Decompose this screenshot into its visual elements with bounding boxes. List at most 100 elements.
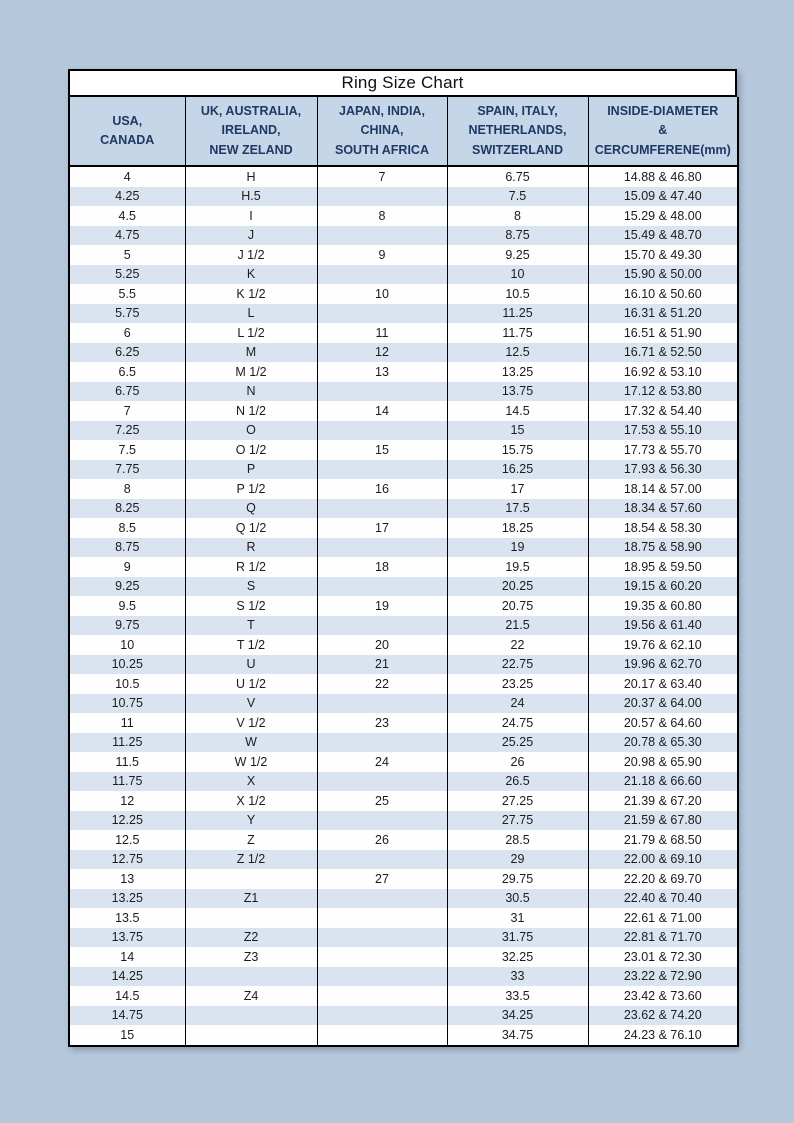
table-cell: R 1/2 (184, 557, 317, 577)
table-cell: Q (184, 498, 317, 518)
table-cell: 24 (316, 752, 447, 772)
table-row: 14.75 34.25 23.62 & 74.20 (69, 1005, 738, 1025)
table-cell: 18.95 & 59.50 (587, 557, 738, 577)
table-cell: O 1/2 (184, 440, 317, 460)
table-cell (184, 908, 317, 928)
table-cell: 14.25 (69, 966, 185, 986)
column-header-japan-india-china-south-africa: JAPAN, INDIA, CHINA, SOUTH AFRICA (316, 97, 447, 167)
table-cell: 7.5 (446, 186, 588, 206)
table-cell: 6.75 (446, 166, 588, 187)
table-cell: 13.25 (69, 888, 185, 908)
table-cell: 17.12 & 53.80 (587, 381, 738, 401)
table-cell (184, 966, 317, 986)
table-cell: 5.75 (69, 303, 185, 323)
table-cell (184, 869, 317, 889)
table-cell: M 1/2 (184, 362, 317, 382)
table-cell: 4 (69, 166, 185, 187)
table-cell: 19.96 & 62.70 (587, 654, 738, 674)
table-cell: N 1/2 (184, 401, 317, 421)
table-cell: 11 (316, 323, 447, 343)
table-row: 10.75 V 24 20.37 & 64.00 (69, 693, 738, 713)
table-row: 10.25 U 21 22.75 19.96 & 62.70 (69, 654, 738, 674)
table-cell: 16.25 (446, 459, 588, 479)
table-cell: 12.75 (69, 849, 185, 869)
table-cell: 15.29 & 48.00 (587, 206, 738, 226)
table-row: 8.25 Q 17.5 18.34 & 57.60 (69, 498, 738, 518)
table-cell: 13.75 (446, 381, 588, 401)
table-cell (316, 771, 447, 791)
table-cell: 11.75 (69, 771, 185, 791)
table-row: 7.75 P 16.25 17.93 & 56.30 (69, 459, 738, 479)
table-cell (316, 732, 447, 752)
table-cell: 20.75 (446, 596, 588, 616)
table-cell: 11.25 (446, 303, 588, 323)
table-row: 12.5 Z 26 28.5 21.79 & 68.50 (69, 830, 738, 850)
table-cell: 16.92 & 53.10 (587, 362, 738, 382)
table-cell (316, 810, 447, 830)
table-cell: 18.34 & 57.60 (587, 498, 738, 518)
table-cell: 9.25 (446, 245, 588, 265)
table-cell: 15 (316, 440, 447, 460)
table-cell: 10.5 (446, 284, 588, 304)
table-cell: 8 (69, 479, 185, 499)
table-cell (316, 693, 447, 713)
table-cell: 10.5 (69, 674, 185, 694)
table-cell: 4.75 (69, 225, 185, 245)
table-cell (316, 986, 447, 1006)
table-cell: 32.25 (446, 947, 588, 967)
table-cell: 4.5 (69, 206, 185, 226)
table-cell: 17.5 (446, 498, 588, 518)
table-cell (316, 186, 447, 206)
table-cell: 10 (316, 284, 447, 304)
table-row: 11.5 W 1/2 24 26 20.98 & 65.90 (69, 752, 738, 772)
table-cell: 18.14 & 57.00 (587, 479, 738, 499)
table-cell: 17.93 & 56.30 (587, 459, 738, 479)
table-cell: 10 (446, 264, 588, 284)
table-cell: 13.75 (69, 927, 185, 947)
table-cell (316, 615, 447, 635)
table-cell: K (184, 264, 317, 284)
table-row: 6.75 N 13.75 17.12 & 53.80 (69, 381, 738, 401)
table-row: 4.75 J 8.75 15.49 & 48.70 (69, 225, 738, 245)
table-cell (184, 1005, 317, 1025)
table-cell: 19.56 & 61.40 (587, 615, 738, 635)
table-cell (316, 927, 447, 947)
table-cell: 20.57 & 64.60 (587, 713, 738, 733)
table-cell (316, 303, 447, 323)
table-cell: 19 (446, 537, 588, 557)
table-cell: 18.25 (446, 518, 588, 538)
table-cell: 33 (446, 966, 588, 986)
table-cell: Z 1/2 (184, 849, 317, 869)
table-cell: 15 (446, 420, 588, 440)
table-cell: 15 (69, 1025, 185, 1046)
table-cell: Z (184, 830, 317, 850)
table-cell: 23.42 & 73.60 (587, 986, 738, 1006)
table-cell: 33.5 (446, 986, 588, 1006)
table-cell: 34.25 (446, 1005, 588, 1025)
table-cell: 20 (316, 635, 447, 655)
table-cell: 8 (446, 206, 588, 226)
table-cell: Y (184, 810, 317, 830)
table-cell: 9.25 (69, 576, 185, 596)
table-cell: J 1/2 (184, 245, 317, 265)
table-cell: 20.78 & 65.30 (587, 732, 738, 752)
table-body: 4 H 7 6.75 14.88 & 46.80 4.25 H.5 7.5 15.09 & 47… (69, 166, 738, 1046)
column-header-spain-italy-netherlands-switzerland: SPAIN, ITALY, NETHERLANDS, SWITZERLAND (446, 97, 588, 167)
table-cell: 24.23 & 76.10 (587, 1025, 738, 1046)
table-cell: X 1/2 (184, 791, 317, 811)
table-cell (316, 888, 447, 908)
table-cell: 6.25 (69, 342, 185, 362)
table-cell: S (184, 576, 317, 596)
table-cell: 24.75 (446, 713, 588, 733)
table-row: 7.25 O 15 17.53 & 55.10 (69, 420, 738, 440)
table-cell: 24 (446, 693, 588, 713)
table-cell: 25 (316, 791, 447, 811)
table-cell: 23.25 (446, 674, 588, 694)
table-cell (316, 420, 447, 440)
table-cell: 10.75 (69, 693, 185, 713)
table-cell (316, 966, 447, 986)
